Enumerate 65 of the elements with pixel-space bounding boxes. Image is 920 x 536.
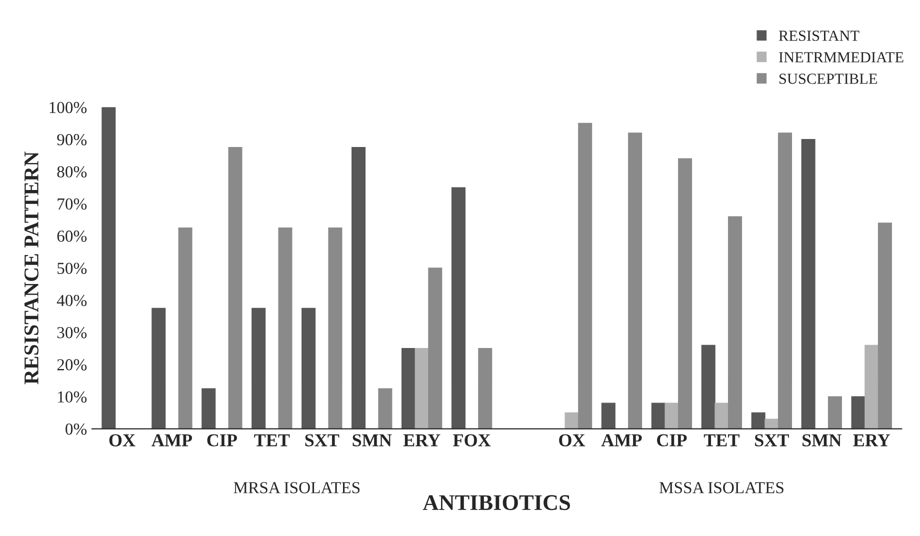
bar — [278, 227, 292, 429]
bar — [851, 396, 866, 429]
bar — [152, 308, 166, 429]
y-tick-label: 0% — [66, 424, 87, 435]
bar — [578, 122, 592, 429]
bar — [828, 396, 842, 429]
x-tick-label: FOX — [453, 434, 491, 446]
bar — [878, 222, 892, 429]
bar — [414, 348, 429, 429]
bar — [728, 216, 742, 429]
x-tick-label: SXT — [305, 434, 340, 446]
bar — [678, 158, 692, 429]
bar — [701, 344, 716, 429]
bar — [378, 388, 392, 429]
bar — [801, 139, 816, 429]
bar — [401, 348, 416, 429]
legend-label: SUSCEPTIBLE — [779, 74, 878, 84]
bar — [102, 107, 116, 429]
bar — [714, 402, 729, 429]
bar — [252, 308, 266, 429]
text: MSSA ISOLATES — [659, 482, 784, 494]
x-tick-label: ERY — [403, 434, 440, 446]
y-tick-label: 50% — [58, 262, 87, 274]
x-tick-label: SXT — [755, 434, 789, 446]
text: MRSA ISOLATES — [234, 482, 360, 494]
bar — [178, 227, 192, 429]
y-tick-label: 90% — [57, 134, 87, 146]
bar — [778, 132, 792, 429]
x-tick-label: ERY — [853, 434, 890, 446]
bar — [651, 402, 666, 429]
y-tick-label: 40% — [56, 294, 87, 306]
x-tick-label: CIP — [657, 434, 687, 446]
bar — [664, 402, 679, 429]
legend-label: RESISTANT — [778, 30, 860, 41]
y-tick-label: 80% — [57, 166, 87, 178]
bar — [451, 187, 466, 429]
bar — [478, 348, 492, 429]
y-tick-label: 30% — [57, 327, 87, 338]
x-tick-label: TET — [704, 434, 740, 446]
bar — [328, 227, 342, 429]
legend-label: INETRMMEDIATE — [779, 52, 904, 62]
bar — [428, 268, 442, 429]
x-tick-label: SMN — [802, 434, 842, 446]
y-tick-label: 10% — [58, 391, 87, 403]
y-tick-label: 20% — [57, 359, 87, 370]
bar — [601, 402, 616, 429]
bar — [302, 308, 316, 429]
x-tick-label: AMP — [601, 434, 642, 446]
x-tick-label: CIP — [207, 434, 237, 446]
x-tick-label: OX — [559, 434, 586, 446]
x-tick-label: OX — [109, 434, 136, 446]
x-tick-label: TET — [254, 434, 290, 446]
y-tick-label: 70% — [58, 198, 87, 210]
y-axis-title: RESISTANCE PATTERN — [24, 152, 38, 384]
bar — [751, 412, 766, 429]
bar — [202, 388, 216, 429]
x-tick-label: SMN — [352, 434, 392, 446]
bar — [352, 147, 366, 429]
x-axis-title: ANTIBIOTICS — [422, 495, 570, 510]
x-tick-label: AMP — [152, 434, 192, 446]
bar — [864, 344, 879, 429]
y-tick-label: 100% — [50, 102, 87, 114]
bar — [228, 147, 242, 429]
y-tick-label: 60% — [57, 230, 87, 242]
bar — [628, 132, 642, 429]
